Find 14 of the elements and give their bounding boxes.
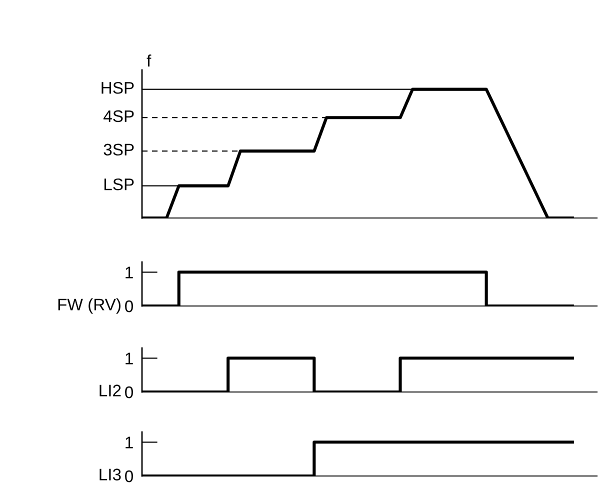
y-tick-label: 1	[126, 266, 133, 278]
ref-line-label: HSP	[102, 82, 134, 94]
ref-line-label: 4SP	[104, 110, 134, 122]
y-tick-label: 0	[125, 386, 134, 398]
y-axis-title: FW (RV)	[58, 298, 120, 314]
y-tick-label: 1	[126, 352, 133, 364]
y-tick-label: 0	[125, 300, 134, 312]
y-axis-title: LI3	[100, 468, 121, 480]
y-tick-label: 0	[125, 470, 134, 482]
y-tick-label: 1	[126, 436, 133, 448]
y-axis-title: LI2	[100, 384, 121, 396]
ref-line-label: 3SP	[104, 144, 134, 156]
y-axis-title: f	[146, 54, 152, 67]
ref-line-label: LSP	[104, 178, 134, 190]
